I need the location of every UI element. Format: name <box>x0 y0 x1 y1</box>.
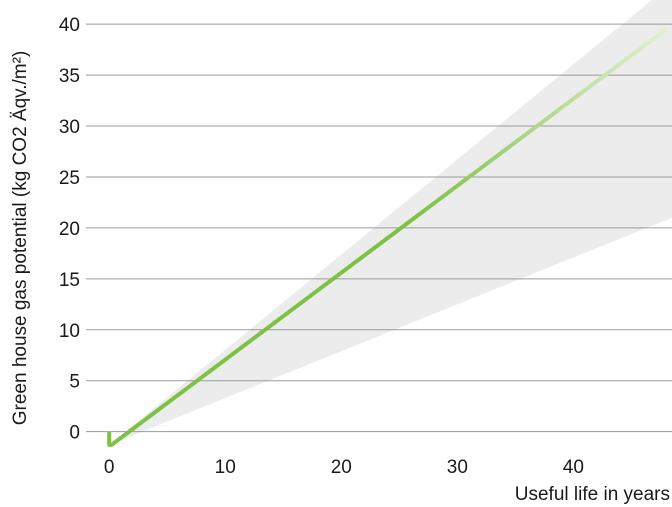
y-tick-label-20: 20 <box>59 219 80 240</box>
uncertainty-band-layer <box>109 0 672 445</box>
y-tick-label-15: 15 <box>59 270 80 291</box>
y-tick-label-10: 10 <box>59 321 80 342</box>
x-tick-label-20: 20 <box>331 457 352 478</box>
series-layer <box>107 27 668 447</box>
y-tick-label-40: 40 <box>59 15 80 36</box>
x-tick-label-0: 0 <box>104 457 115 478</box>
y-tick-label-25: 25 <box>59 168 80 189</box>
x-tick-label-10: 10 <box>215 457 236 478</box>
grid-layer <box>86 23 672 433</box>
x-tick-label-40: 40 <box>563 457 584 478</box>
y-tick-labels: 0 5 10 15 20 25 30 35 40 <box>59 15 80 443</box>
y-tick-label-30: 30 <box>59 117 80 138</box>
y-tick-label-35: 35 <box>59 66 80 87</box>
uncertainty-band <box>109 0 672 445</box>
x-tick-labels: 0 10 20 30 40 <box>104 457 584 478</box>
y-tick-label-0: 0 <box>69 423 80 444</box>
series-line-0 <box>107 27 668 447</box>
x-tick-label-30: 30 <box>447 457 468 478</box>
x-axis-label: Useful life in years <box>515 484 670 505</box>
y-axis-label: Green house gas potential (kg CO2 Äqv./m… <box>10 51 31 426</box>
y-tick-label-5: 5 <box>69 372 80 393</box>
